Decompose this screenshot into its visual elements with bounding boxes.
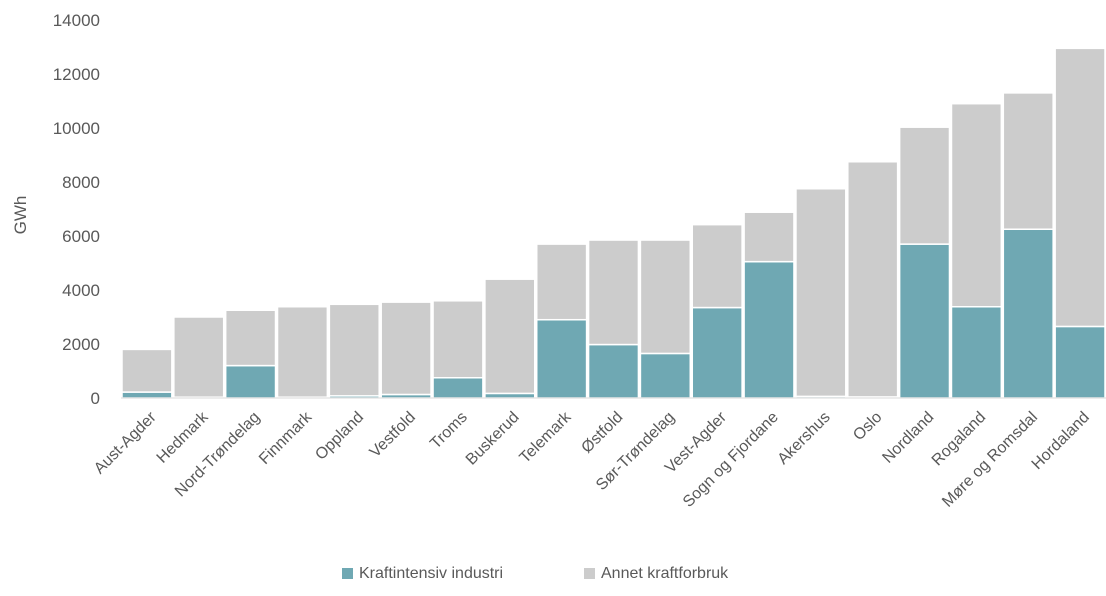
- bar-annet-6: [432, 300, 484, 379]
- bar-kraftintensiv-17: [1002, 228, 1054, 399]
- bar-annet-3: [276, 305, 329, 398]
- x-tick-label: Buskerud: [463, 409, 523, 469]
- x-tick-label: Aust-Agder: [91, 408, 160, 477]
- x-tick-label: Møre og Romsdal: [939, 409, 1041, 511]
- x-tick-label: Finnmark: [256, 408, 316, 468]
- legend-label: Kraftintensiv industri: [359, 565, 503, 582]
- bar-kraftintensiv-6: [432, 377, 484, 399]
- legend-swatch: [584, 568, 595, 579]
- x-tick-label: Sogn og Fjordane: [680, 409, 782, 511]
- legend-swatch: [342, 568, 353, 579]
- bar-kraftintensiv-12: [743, 260, 795, 399]
- bar-kraftintensiv-9: [587, 343, 640, 399]
- bar-annet-12: [743, 211, 795, 263]
- bar-kraftintensiv-15: [898, 243, 951, 399]
- bar-annet-16: [950, 102, 1003, 308]
- bar-annet-7: [484, 278, 536, 395]
- y-axis-title: GWh: [11, 196, 30, 235]
- bar-kraftintensiv-11: [691, 306, 743, 399]
- y-tick-label: 12000: [53, 65, 100, 84]
- y-tick-label: 14000: [53, 11, 100, 30]
- x-tick-label: Vestfold: [367, 409, 419, 461]
- legend: Kraftintensiv industri Annet kraftforbruk: [342, 565, 729, 582]
- bar-annet-1: [173, 316, 225, 398]
- bar-annet-0: [121, 348, 173, 393]
- bar-annet-17: [1002, 92, 1054, 231]
- x-tick-label: Oslo: [850, 409, 885, 444]
- bar-annet-4: [328, 303, 380, 397]
- bar-kraftintensiv-8: [535, 318, 588, 399]
- y-tick-label: 8000: [62, 173, 100, 192]
- bar-annet-5: [380, 301, 432, 396]
- y-axis: 0 2000 4000 6000 8000 10000 12000 14000: [53, 11, 100, 408]
- bar-annet-18: [1054, 47, 1106, 328]
- x-tick-label: Telemark: [517, 408, 576, 467]
- y-tick-label: 0: [91, 389, 100, 408]
- bar-kraftintensiv-0: [121, 391, 173, 399]
- y-tick-label: 4000: [62, 281, 100, 300]
- y-tick-label: 6000: [62, 227, 100, 246]
- bar-annet-2: [224, 309, 277, 367]
- bars: [121, 47, 1106, 399]
- bar-annet-8: [535, 243, 588, 321]
- bar-kraftintensiv-10: [639, 352, 692, 399]
- x-tick-label: Troms: [427, 409, 471, 453]
- bar-annet-14: [847, 161, 899, 398]
- y-tick-label: 10000: [53, 119, 100, 138]
- bar-kraftintensiv-16: [950, 305, 1003, 399]
- bar-annet-11: [691, 223, 743, 309]
- y-tick-label: 2000: [62, 335, 100, 354]
- x-tick-label: Oppland: [312, 409, 367, 464]
- bar-annet-10: [639, 239, 692, 355]
- x-tick-label: Akershus: [775, 409, 834, 468]
- bar-annet-15: [898, 126, 951, 245]
- bar-annet-9: [587, 239, 640, 346]
- x-tick-label: Østfold: [578, 409, 626, 457]
- x-axis: Aust-AgderHedmarkNord-TrøndelagFinnmarkO…: [91, 408, 1093, 511]
- bar-kraftintensiv-2: [224, 364, 277, 399]
- legend-label: Annet kraftforbruk: [601, 565, 729, 582]
- bar-annet-13: [795, 188, 847, 398]
- bar-kraftintensiv-18: [1054, 325, 1106, 399]
